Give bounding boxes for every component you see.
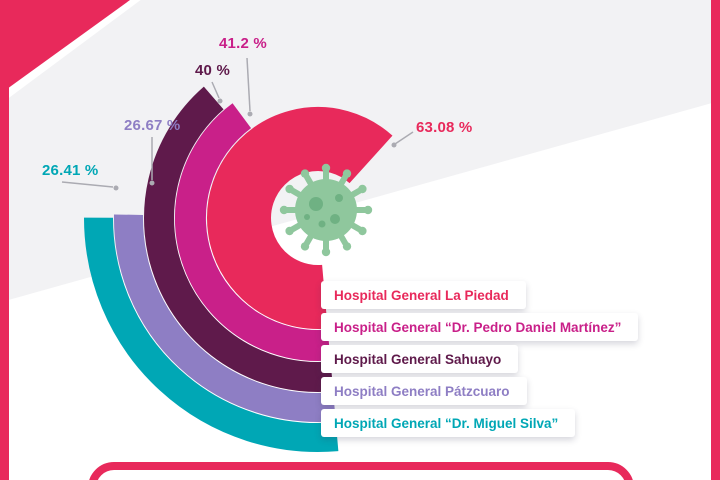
leader-dot (149, 180, 155, 186)
virus-spike-knob (300, 242, 310, 251)
arc-ring-2 (144, 86, 334, 392)
leader-dot (247, 111, 253, 117)
legend-label: Hospital General La Piedad (334, 287, 509, 303)
virus-spike-knob (363, 205, 373, 215)
virus-spot (309, 197, 323, 211)
virus-spike-knob (358, 226, 367, 236)
virus-spot (330, 214, 340, 224)
bottom-panel (88, 462, 634, 480)
leader-dot (113, 185, 119, 191)
corner-ribbon (0, 0, 130, 94)
left-edge-accent (0, 0, 9, 480)
legend-label: Hospital General “Dr. Pedro Daniel Martí… (334, 319, 622, 335)
virus-spike-knob (321, 163, 331, 173)
legend-label: Hospital General “Dr. Miguel Silva” (334, 415, 559, 431)
virus-spike-knob (358, 184, 367, 194)
value-label-sahuayo: 40 % (195, 62, 230, 79)
virus-spike-knob (300, 169, 310, 178)
legend-item-martinez: Hospital General “Dr. Pedro Daniel Martí… (321, 313, 639, 341)
virus-spike-knob (279, 205, 289, 215)
leader-line (246, 57, 251, 112)
value-label-la-piedad: 63.08 % (416, 119, 473, 136)
legend-label: Hospital General Pátzcuaro (334, 383, 510, 399)
leader-line (61, 181, 114, 188)
virus-spike-knob (342, 242, 352, 251)
legend: Hospital General La Piedad Hospital Gene… (321, 281, 639, 437)
radial-arc-group (83, 86, 393, 452)
coronavirus-icon (279, 163, 373, 257)
value-label-martinez: 41.2 % (219, 35, 267, 52)
corner-divider (0, 0, 141, 105)
virus-spike-knob (285, 226, 294, 236)
legend-item-miguel-silva: Hospital General “Dr. Miguel Silva” (321, 409, 576, 437)
legend-label: Hospital General Sahuayo (334, 351, 502, 367)
leader-line (211, 81, 220, 99)
leader-dot (391, 142, 397, 148)
value-label-patzcuaro: 26.67 % (124, 117, 181, 134)
arc-ring-0 (207, 107, 393, 329)
leader-lines (61, 57, 414, 191)
virus-spot (304, 214, 310, 220)
virus-spike-knob (321, 247, 331, 257)
arc-ring-3 (113, 214, 336, 422)
virus-spot (335, 194, 343, 202)
legend-item-patzcuaro: Hospital General Pátzcuaro (321, 377, 527, 405)
legend-item-la-piedad: Hospital General La Piedad (321, 281, 526, 309)
arc-ring-4 (83, 217, 339, 452)
virus-spike-knob (342, 169, 352, 178)
virus-spot (318, 220, 326, 228)
arc-ring-1 (174, 103, 331, 361)
legend-item-sahuayo: Hospital General Sahuayo (321, 345, 519, 373)
virus-spike-knob (285, 184, 294, 194)
value-label-miguel-silva: 26.41 % (42, 162, 99, 179)
leader-line (394, 131, 414, 145)
leader-dot (217, 98, 223, 104)
right-edge-accent (711, 0, 720, 480)
virus-body (295, 179, 357, 241)
